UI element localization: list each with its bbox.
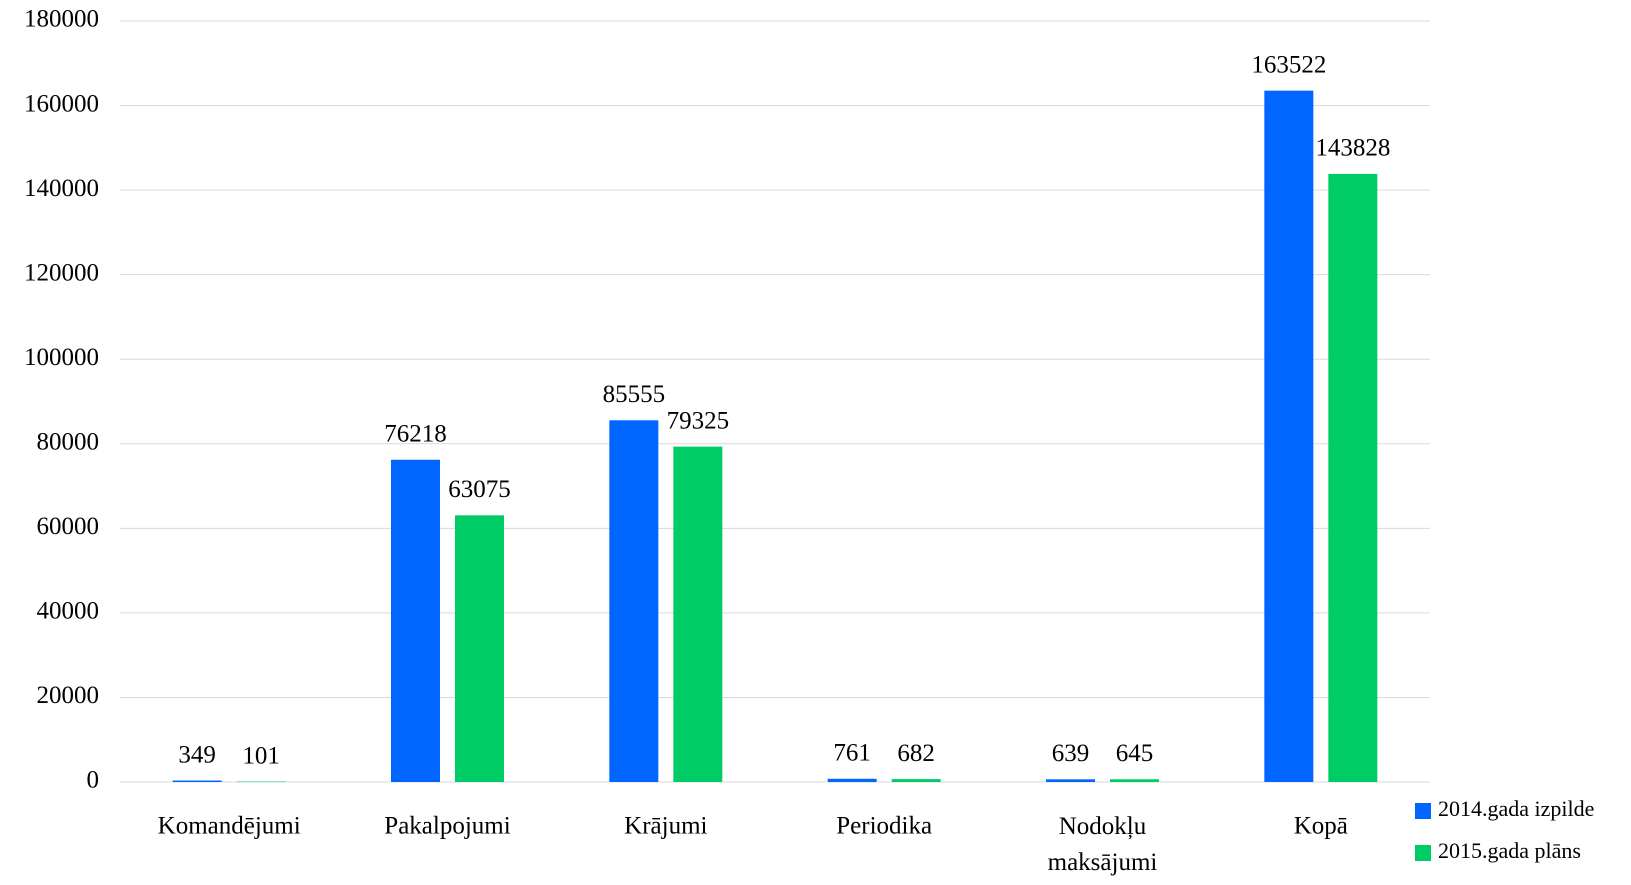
bar: [1264, 90, 1314, 782]
y-tick-label: 100000: [24, 344, 99, 371]
legend-swatch: [1415, 803, 1431, 819]
y-tick-label: 60000: [37, 513, 100, 540]
data-label: 349: [178, 741, 216, 768]
x-tick-label: Periodika: [836, 813, 932, 840]
bar: [1328, 173, 1378, 782]
bar: [1110, 779, 1159, 782]
legend-swatch: [1415, 845, 1431, 861]
x-tick-label: Kopā: [1294, 813, 1348, 840]
data-label: 63075: [448, 476, 511, 503]
data-label: 85555: [603, 381, 666, 408]
data-label: 163522: [1251, 51, 1326, 78]
bar: [455, 515, 504, 782]
y-tick-label: 160000: [24, 90, 99, 117]
y-tick-label: 140000: [24, 175, 99, 202]
y-tick-label: 80000: [37, 429, 100, 456]
legend-label: 2015.gada plāns: [1438, 838, 1581, 863]
data-label: 645: [1116, 740, 1154, 767]
data-label: 143828: [1315, 135, 1390, 162]
x-tick-label-line: maksājumi: [1048, 849, 1158, 876]
y-tick-label: 120000: [24, 259, 99, 286]
data-label: 79325: [667, 407, 730, 434]
data-label: 76218: [384, 421, 447, 448]
x-tick-label: Komandējumi: [158, 813, 301, 840]
bar: [391, 459, 440, 782]
bar: [827, 778, 877, 782]
y-tick-label: 20000: [37, 682, 100, 709]
data-label: 101: [242, 742, 280, 769]
bar: [172, 780, 222, 782]
data-label: 682: [897, 740, 935, 767]
data-label: 639: [1052, 740, 1090, 767]
y-tick-label: 0: [87, 767, 100, 794]
bar: [236, 781, 286, 783]
y-tick-label: 180000: [24, 6, 99, 33]
bar: [673, 446, 723, 782]
bar: [1046, 779, 1095, 782]
y-tick-label: 40000: [37, 598, 100, 625]
data-label: 761: [833, 740, 871, 767]
x-tick-label: Pakalpojumi: [384, 813, 510, 840]
legend-label: 2014.gada izpilde: [1438, 796, 1594, 821]
bar: [609, 420, 659, 782]
x-tick-label-line: Nodokļu: [1059, 813, 1147, 840]
bar: [891, 779, 941, 782]
x-tick-label: Krājumi: [624, 813, 707, 840]
x-tick-label: Nodokļu maksājumi: [1048, 813, 1158, 876]
